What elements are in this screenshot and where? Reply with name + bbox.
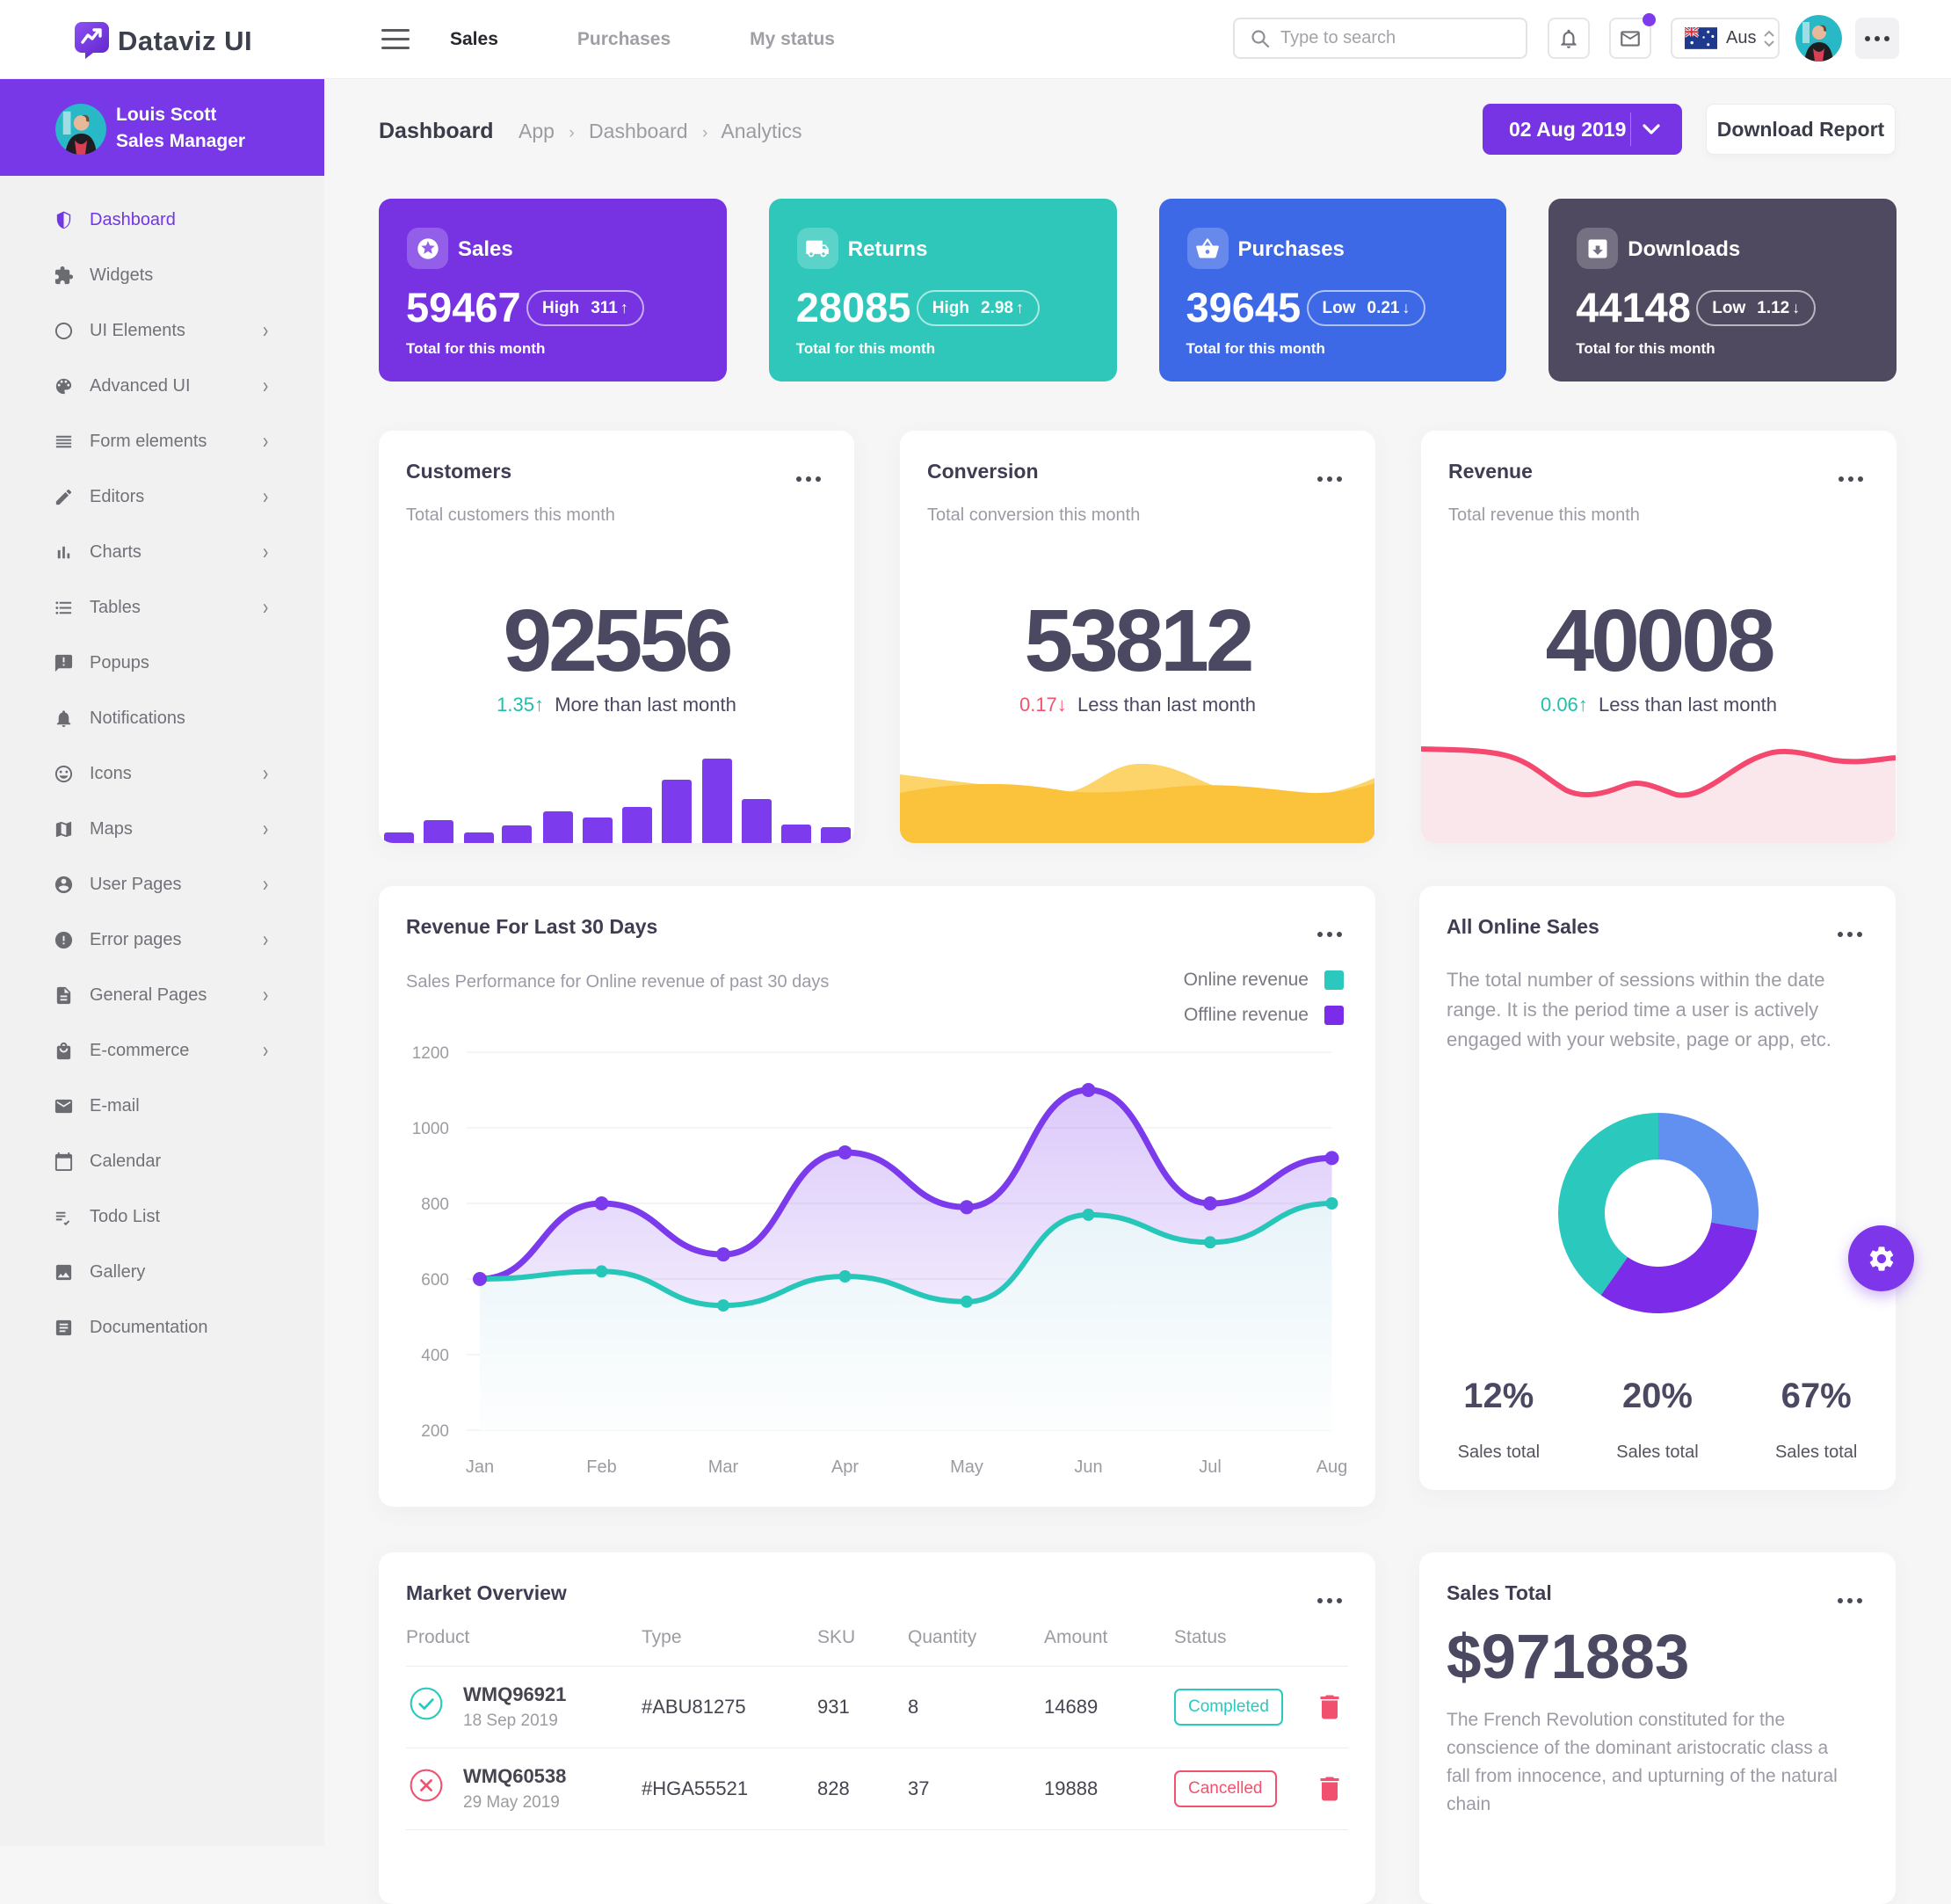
svg-text:200: 200 bbox=[421, 1422, 449, 1441]
svg-text:May: May bbox=[950, 1457, 983, 1477]
svg-text:Aug: Aug bbox=[1316, 1457, 1348, 1477]
svg-text:Jul: Jul bbox=[1199, 1457, 1222, 1477]
svg-text:800: 800 bbox=[421, 1195, 449, 1214]
svg-text:Feb: Feb bbox=[586, 1457, 616, 1477]
svg-text:400: 400 bbox=[421, 1347, 449, 1365]
svg-text:Jan: Jan bbox=[466, 1457, 494, 1477]
svg-text:Mar: Mar bbox=[708, 1457, 739, 1477]
svg-text:600: 600 bbox=[421, 1271, 449, 1290]
svg-text:1200: 1200 bbox=[412, 1044, 449, 1063]
svg-text:1000: 1000 bbox=[412, 1120, 449, 1138]
svg-text:Apr: Apr bbox=[831, 1457, 859, 1477]
svg-text:Jun: Jun bbox=[1074, 1457, 1102, 1477]
